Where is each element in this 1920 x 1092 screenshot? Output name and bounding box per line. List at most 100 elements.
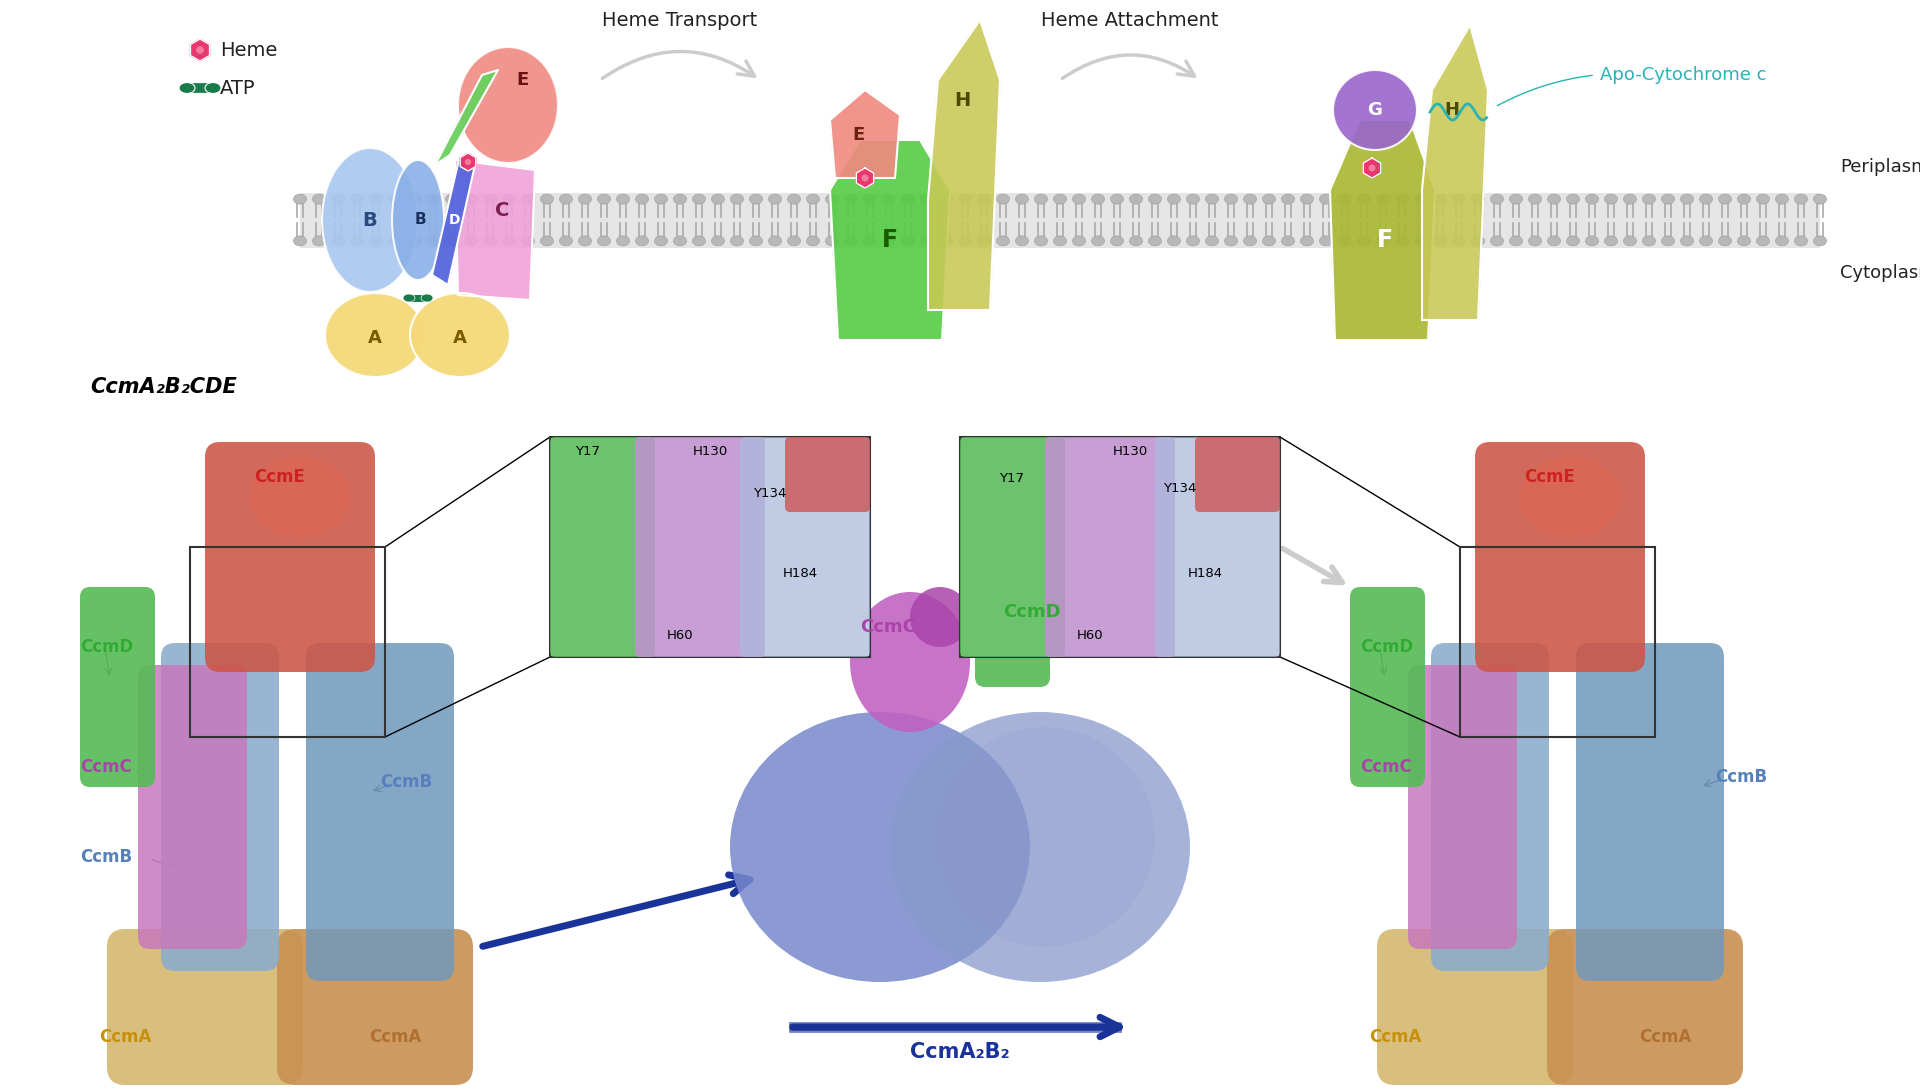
Ellipse shape bbox=[1471, 194, 1484, 204]
Ellipse shape bbox=[1415, 236, 1427, 246]
Ellipse shape bbox=[1206, 194, 1219, 204]
Ellipse shape bbox=[411, 293, 511, 377]
Ellipse shape bbox=[1357, 236, 1371, 246]
Ellipse shape bbox=[1129, 194, 1142, 204]
Ellipse shape bbox=[826, 194, 839, 204]
Ellipse shape bbox=[1795, 236, 1807, 246]
Ellipse shape bbox=[616, 194, 630, 204]
Ellipse shape bbox=[1415, 194, 1427, 204]
Ellipse shape bbox=[1148, 236, 1162, 246]
Ellipse shape bbox=[902, 194, 914, 204]
Polygon shape bbox=[1423, 25, 1488, 320]
Ellipse shape bbox=[920, 194, 933, 204]
Ellipse shape bbox=[1490, 236, 1503, 246]
Ellipse shape bbox=[578, 194, 591, 204]
Ellipse shape bbox=[1338, 194, 1352, 204]
Text: H60: H60 bbox=[1077, 629, 1104, 642]
Ellipse shape bbox=[1396, 236, 1409, 246]
Ellipse shape bbox=[939, 236, 952, 246]
Ellipse shape bbox=[1016, 194, 1029, 204]
Ellipse shape bbox=[1642, 194, 1655, 204]
Polygon shape bbox=[432, 155, 474, 285]
Ellipse shape bbox=[958, 236, 972, 246]
FancyBboxPatch shape bbox=[739, 437, 870, 657]
Ellipse shape bbox=[1509, 236, 1523, 246]
Ellipse shape bbox=[522, 236, 534, 246]
Ellipse shape bbox=[1225, 194, 1238, 204]
Ellipse shape bbox=[910, 587, 970, 646]
Ellipse shape bbox=[445, 194, 459, 204]
Text: E: E bbox=[516, 71, 530, 90]
Ellipse shape bbox=[616, 236, 630, 246]
Ellipse shape bbox=[864, 194, 877, 204]
Ellipse shape bbox=[559, 194, 572, 204]
Ellipse shape bbox=[1281, 194, 1294, 204]
Text: H184: H184 bbox=[1187, 567, 1223, 580]
FancyBboxPatch shape bbox=[960, 437, 1066, 657]
Ellipse shape bbox=[939, 194, 952, 204]
Ellipse shape bbox=[883, 236, 895, 246]
Text: CcmA: CcmA bbox=[1369, 1028, 1421, 1046]
Ellipse shape bbox=[806, 236, 820, 246]
Ellipse shape bbox=[1548, 236, 1561, 246]
Ellipse shape bbox=[768, 236, 781, 246]
FancyBboxPatch shape bbox=[1377, 929, 1572, 1085]
Polygon shape bbox=[856, 168, 874, 188]
Ellipse shape bbox=[1300, 194, 1313, 204]
Ellipse shape bbox=[484, 236, 497, 246]
Ellipse shape bbox=[1567, 236, 1580, 246]
Ellipse shape bbox=[996, 236, 1010, 246]
Ellipse shape bbox=[1521, 456, 1620, 537]
Ellipse shape bbox=[294, 236, 307, 246]
Text: E: E bbox=[852, 126, 864, 144]
Ellipse shape bbox=[250, 456, 349, 537]
FancyBboxPatch shape bbox=[1576, 643, 1724, 981]
Ellipse shape bbox=[1586, 194, 1599, 204]
Text: C: C bbox=[495, 201, 509, 219]
Ellipse shape bbox=[1661, 194, 1674, 204]
FancyBboxPatch shape bbox=[1475, 442, 1645, 672]
Ellipse shape bbox=[693, 194, 705, 204]
Ellipse shape bbox=[730, 194, 743, 204]
Ellipse shape bbox=[891, 712, 1190, 982]
Text: A: A bbox=[369, 329, 382, 347]
Text: Heme Attachment: Heme Attachment bbox=[1041, 11, 1219, 29]
Ellipse shape bbox=[1338, 236, 1352, 246]
Ellipse shape bbox=[1054, 236, 1066, 246]
Ellipse shape bbox=[541, 236, 553, 246]
Text: H184: H184 bbox=[783, 567, 818, 580]
Ellipse shape bbox=[1244, 194, 1256, 204]
Ellipse shape bbox=[1377, 194, 1390, 204]
Ellipse shape bbox=[1110, 194, 1123, 204]
FancyBboxPatch shape bbox=[300, 192, 1820, 248]
Ellipse shape bbox=[787, 194, 801, 204]
Text: Cytoplasmic: Cytoplasmic bbox=[1839, 263, 1920, 282]
Ellipse shape bbox=[636, 194, 649, 204]
Ellipse shape bbox=[1586, 236, 1599, 246]
FancyBboxPatch shape bbox=[785, 437, 870, 512]
Ellipse shape bbox=[1757, 194, 1770, 204]
Ellipse shape bbox=[1187, 194, 1200, 204]
Text: H: H bbox=[954, 91, 970, 109]
Ellipse shape bbox=[864, 236, 877, 246]
Text: CcmD: CcmD bbox=[81, 638, 132, 656]
Ellipse shape bbox=[1073, 194, 1085, 204]
FancyBboxPatch shape bbox=[305, 643, 453, 981]
Ellipse shape bbox=[597, 236, 611, 246]
Ellipse shape bbox=[845, 194, 858, 204]
Text: H130: H130 bbox=[693, 446, 728, 458]
Text: B: B bbox=[415, 213, 426, 227]
FancyBboxPatch shape bbox=[1044, 437, 1175, 657]
Ellipse shape bbox=[693, 236, 705, 246]
Text: CcmB: CcmB bbox=[1715, 768, 1766, 786]
Ellipse shape bbox=[1319, 236, 1332, 246]
Ellipse shape bbox=[1054, 194, 1066, 204]
Ellipse shape bbox=[388, 236, 401, 246]
Ellipse shape bbox=[407, 236, 420, 246]
Text: Y17: Y17 bbox=[1000, 472, 1025, 485]
Ellipse shape bbox=[559, 236, 572, 246]
Ellipse shape bbox=[1110, 236, 1123, 246]
Ellipse shape bbox=[787, 236, 801, 246]
Ellipse shape bbox=[1206, 236, 1219, 246]
Ellipse shape bbox=[1434, 236, 1446, 246]
